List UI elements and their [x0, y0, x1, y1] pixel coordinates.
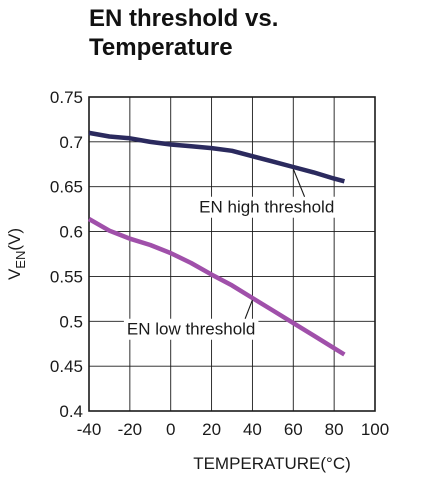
annotation-leader-0 — [292, 168, 306, 197]
annotations: EN high threshold EN low threshold — [123, 168, 338, 340]
x-tick-label: 60 — [284, 420, 303, 439]
annotation-label-1: EN low threshold — [127, 320, 256, 339]
annotation-bg-0 — [196, 196, 338, 218]
series — [87, 130, 346, 357]
x-axis-ticks: -40 -20 0 20 40 60 80 100 — [77, 420, 389, 439]
y-tick-label: 0.4 — [59, 402, 83, 421]
series-line-1 — [87, 217, 346, 357]
y-axis-ticks: 0.4 0.45 0.5 0.55 0.6 0.65 0.7 0.75 — [50, 88, 83, 421]
y-tick-label: 0.65 — [50, 178, 83, 197]
plot-frame — [88, 96, 376, 412]
x-tick-label: -20 — [118, 420, 143, 439]
annotation-leader-1 — [244, 299, 253, 319]
grid — [88, 96, 376, 412]
y-tick-label: 0.75 — [50, 88, 83, 107]
x-tick-label: 40 — [243, 420, 262, 439]
x-tick-label: 100 — [361, 420, 389, 439]
x-tick-label: -40 — [77, 420, 102, 439]
y-tick-label: 0.45 — [50, 357, 83, 376]
y-tick-label: 0.7 — [59, 133, 83, 152]
chart-title: EN threshold vs. Temperature — [89, 5, 279, 61]
y-axis-label-sub: EN — [13, 251, 28, 269]
annotation-bg-1 — [123, 318, 259, 340]
annotation-label-0: EN high threshold — [199, 198, 334, 217]
y-axis-label: VEN(V) — [5, 228, 28, 280]
x-tick-label: 0 — [166, 420, 175, 439]
series-line-0 — [88, 130, 345, 184]
y-tick-label: 0.55 — [50, 267, 83, 286]
y-axis-label-unit: (V) — [5, 228, 24, 251]
x-tick-label: 80 — [325, 420, 344, 439]
y-axis-label-main: V — [5, 268, 24, 280]
y-tick-label: 0.6 — [59, 223, 83, 242]
y-tick-label: 0.5 — [59, 312, 83, 331]
x-axis-label: TEMPERATURE(°C) — [193, 454, 351, 473]
x-tick-label: 20 — [202, 420, 221, 439]
